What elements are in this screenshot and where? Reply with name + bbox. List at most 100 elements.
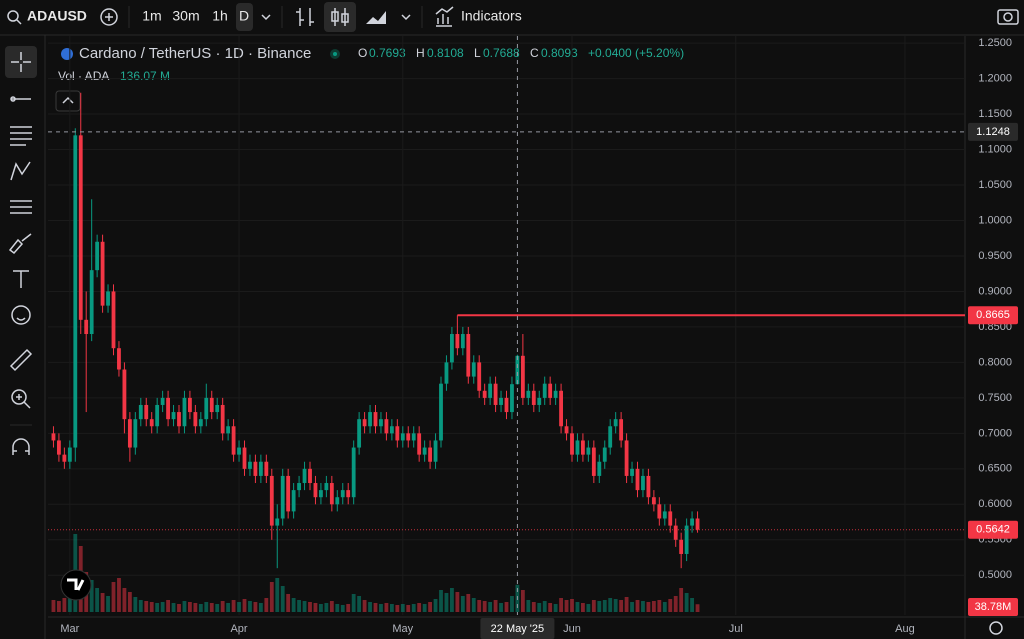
- candle-body: [351, 447, 356, 498]
- volume-bar: [242, 599, 247, 612]
- text-tool[interactable]: [13, 270, 29, 288]
- candle-body: [258, 461, 263, 476]
- candle-body: [602, 447, 607, 462]
- volume-bar: [237, 602, 241, 612]
- volume-bar: [597, 601, 602, 612]
- market-status-dot: [333, 52, 337, 56]
- volume-bar: [619, 600, 624, 612]
- candle-body: [433, 440, 438, 462]
- volume-bar: [466, 594, 471, 612]
- volume-bar: [368, 602, 372, 612]
- y-tick-label: 1.2500: [978, 37, 1012, 49]
- candle-body: [155, 404, 160, 427]
- emoji-tool[interactable]: [11, 305, 31, 325]
- candle-body: [379, 419, 383, 427]
- candle-body: [198, 419, 203, 427]
- candle-body: [362, 419, 367, 427]
- pattern-tool[interactable]: [10, 161, 31, 181]
- area-icon[interactable]: [366, 11, 386, 24]
- volume-bar: [482, 601, 487, 612]
- candle-body: [308, 468, 312, 484]
- volume-bar: [613, 599, 618, 612]
- volume-bar: [477, 600, 482, 612]
- crosshair-tool[interactable]: [11, 52, 31, 72]
- snapshot-icon[interactable]: [997, 9, 1019, 25]
- volume-bar: [499, 603, 503, 612]
- symbol[interactable]: ADAUSD: [27, 8, 87, 24]
- volume-bar: [302, 601, 307, 612]
- volume-bar: [690, 598, 694, 612]
- indicators-icon[interactable]: [435, 6, 454, 27]
- last-volume-badge: [968, 598, 1018, 616]
- collapse-arrow: [62, 96, 74, 104]
- brush-tool[interactable]: [8, 233, 32, 255]
- volume-bar: [357, 596, 362, 612]
- candle-body: [78, 135, 83, 320]
- candle-body: [51, 433, 56, 441]
- volume-bar: [488, 602, 493, 612]
- candle-body: [417, 433, 422, 455]
- volume-bar: [220, 601, 225, 612]
- ruler-tool[interactable]: [9, 348, 33, 372]
- indicators-button[interactable]: Indicators: [461, 8, 522, 24]
- candle-body: [537, 397, 542, 405]
- volume-bar: [575, 602, 580, 612]
- candle-body: [286, 475, 291, 512]
- candle-body: [471, 362, 476, 377]
- volume-bar: [641, 601, 645, 612]
- ray-price-badge: [968, 306, 1018, 325]
- candle-body: [477, 362, 482, 391]
- volume-bar: [591, 600, 596, 612]
- candles-icon-body[interactable]: [331, 11, 339, 22]
- chart-type-dropdown[interactable]: [401, 14, 411, 21]
- candle-body: [160, 397, 165, 405]
- interval[interactable]: 30m: [172, 8, 199, 24]
- last-volume-label: 38.78M: [975, 601, 1012, 613]
- candle-body: [444, 362, 449, 384]
- candle-body: [641, 475, 645, 491]
- search-icon[interactable]: [7, 10, 19, 22]
- candle-body: [111, 291, 116, 349]
- candle-body: [122, 369, 127, 420]
- zoom-tool[interactable]: [11, 389, 27, 405]
- volume-bar: [275, 578, 280, 612]
- volume-bar: [417, 603, 422, 612]
- x-tick-label: Jul: [729, 623, 743, 635]
- add-symbol-plus: [105, 13, 113, 21]
- volume-bar: [406, 605, 411, 612]
- candle-body: [635, 468, 640, 491]
- volume-bar: [395, 605, 400, 612]
- candle-body: [188, 397, 192, 413]
- settings-icon[interactable]: [989, 621, 1003, 635]
- x-tick-label: Jun: [563, 623, 581, 635]
- candle-body: [624, 440, 629, 476]
- interval[interactable]: 1m: [142, 8, 161, 24]
- fib-tool[interactable]: [10, 126, 32, 146]
- bar-chart-icon[interactable]: [296, 8, 314, 26]
- add-symbol[interactable]: [100, 8, 118, 26]
- magnet-tool[interactable]: [12, 438, 30, 455]
- candle-body: [395, 426, 400, 441]
- y-tick-label: 1.1500: [978, 108, 1012, 120]
- volume-bar: [297, 600, 301, 612]
- interval[interactable]: 1h: [212, 8, 228, 24]
- last-price-badge: [968, 520, 1018, 539]
- interval[interactable]: D: [239, 8, 249, 24]
- volume-bar: [106, 596, 110, 612]
- volume-bar: [433, 599, 438, 612]
- volume-bar: [171, 603, 176, 612]
- volume-bar: [308, 602, 312, 612]
- candle-body: [668, 511, 673, 526]
- volume-bar: [188, 602, 192, 612]
- candle-body: [608, 426, 613, 448]
- candle-body: [488, 383, 493, 398]
- candle-body: [133, 419, 138, 448]
- interval-dropdown[interactable]: [261, 14, 271, 21]
- zoom-tool-mark: [16, 394, 31, 409]
- collapse-legend[interactable]: [55, 90, 81, 112]
- y-tick-label: 0.8000: [978, 356, 1012, 368]
- candle-body: [619, 419, 624, 441]
- volume-bar: [231, 600, 236, 612]
- projection-tool[interactable]: [10, 200, 32, 214]
